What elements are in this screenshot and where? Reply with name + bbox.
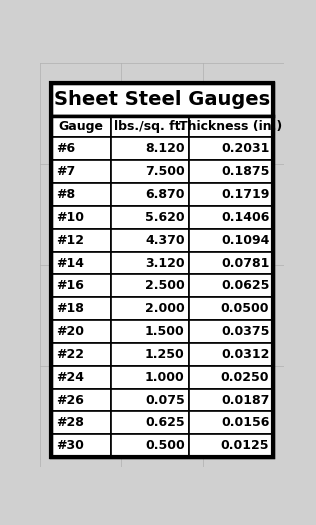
Bar bbox=[51, 366, 111, 388]
Bar bbox=[51, 434, 111, 457]
Text: 3.120: 3.120 bbox=[145, 257, 185, 269]
Bar bbox=[51, 117, 273, 457]
Text: #6: #6 bbox=[56, 142, 75, 155]
Bar bbox=[189, 160, 273, 183]
Text: 2.000: 2.000 bbox=[145, 302, 185, 315]
Text: 0.1719: 0.1719 bbox=[221, 188, 269, 201]
Text: #14: #14 bbox=[56, 257, 84, 269]
Bar bbox=[189, 343, 273, 366]
Bar bbox=[111, 206, 189, 229]
Bar bbox=[51, 251, 111, 275]
Text: 0.500: 0.500 bbox=[145, 439, 185, 452]
Bar bbox=[51, 320, 111, 343]
Bar bbox=[111, 229, 189, 251]
Bar bbox=[111, 138, 189, 160]
Bar bbox=[111, 160, 189, 183]
Text: 0.0312: 0.0312 bbox=[221, 348, 269, 361]
Bar bbox=[189, 388, 273, 412]
Text: #24: #24 bbox=[56, 371, 84, 384]
Text: 0.0125: 0.0125 bbox=[221, 439, 269, 452]
Text: Sheet Steel Gauges: Sheet Steel Gauges bbox=[54, 90, 270, 109]
Text: 0.075: 0.075 bbox=[145, 394, 185, 406]
Text: #20: #20 bbox=[56, 325, 84, 338]
Text: 7.500: 7.500 bbox=[145, 165, 185, 178]
Bar bbox=[111, 343, 189, 366]
Bar bbox=[111, 251, 189, 275]
Text: 1.500: 1.500 bbox=[145, 325, 185, 338]
Text: #26: #26 bbox=[56, 394, 84, 406]
Text: #12: #12 bbox=[56, 234, 84, 247]
Bar bbox=[111, 366, 189, 388]
Bar bbox=[51, 183, 111, 206]
Bar bbox=[51, 160, 111, 183]
Text: #16: #16 bbox=[56, 279, 84, 292]
Text: 0.0625: 0.0625 bbox=[221, 279, 269, 292]
Text: #30: #30 bbox=[56, 439, 84, 452]
Text: #18: #18 bbox=[56, 302, 84, 315]
Bar bbox=[51, 229, 111, 251]
Text: #7: #7 bbox=[56, 165, 75, 178]
Text: lbs./sq. ft.: lbs./sq. ft. bbox=[114, 120, 185, 133]
Bar bbox=[189, 297, 273, 320]
Bar bbox=[111, 434, 189, 457]
Bar bbox=[51, 297, 111, 320]
Text: #28: #28 bbox=[56, 416, 84, 429]
Bar bbox=[51, 343, 111, 366]
Bar bbox=[189, 229, 273, 251]
Text: Gauge: Gauge bbox=[58, 120, 103, 133]
Bar bbox=[111, 117, 189, 138]
Bar bbox=[189, 275, 273, 297]
Text: 1.250: 1.250 bbox=[145, 348, 185, 361]
Bar bbox=[51, 117, 111, 138]
Bar bbox=[51, 206, 111, 229]
Text: 0.2031: 0.2031 bbox=[221, 142, 269, 155]
Bar bbox=[189, 138, 273, 160]
Bar bbox=[51, 275, 111, 297]
Text: 0.0500: 0.0500 bbox=[221, 302, 269, 315]
Bar bbox=[51, 83, 273, 117]
Text: #22: #22 bbox=[56, 348, 84, 361]
Bar bbox=[189, 206, 273, 229]
Text: Thickness (in.): Thickness (in.) bbox=[179, 120, 283, 133]
Text: 0.625: 0.625 bbox=[145, 416, 185, 429]
Bar bbox=[51, 388, 111, 412]
Bar bbox=[189, 183, 273, 206]
Bar bbox=[111, 320, 189, 343]
Bar bbox=[189, 251, 273, 275]
Text: 0.0781: 0.0781 bbox=[221, 257, 269, 269]
Bar bbox=[111, 183, 189, 206]
Text: 0.1875: 0.1875 bbox=[221, 165, 269, 178]
Bar bbox=[189, 117, 273, 138]
Text: 5.620: 5.620 bbox=[145, 211, 185, 224]
Bar bbox=[189, 434, 273, 457]
Bar bbox=[111, 388, 189, 412]
Bar bbox=[189, 320, 273, 343]
Text: 8.120: 8.120 bbox=[145, 142, 185, 155]
Bar bbox=[189, 366, 273, 388]
Text: 0.0156: 0.0156 bbox=[221, 416, 269, 429]
Text: 0.1406: 0.1406 bbox=[221, 211, 269, 224]
Bar bbox=[111, 297, 189, 320]
Text: #10: #10 bbox=[56, 211, 84, 224]
Text: 0.0250: 0.0250 bbox=[221, 371, 269, 384]
Text: 1.000: 1.000 bbox=[145, 371, 185, 384]
Text: #8: #8 bbox=[56, 188, 75, 201]
Text: 0.1094: 0.1094 bbox=[221, 234, 269, 247]
Bar bbox=[51, 412, 111, 434]
Text: 0.0375: 0.0375 bbox=[221, 325, 269, 338]
Bar bbox=[111, 275, 189, 297]
Bar bbox=[189, 412, 273, 434]
Text: 0.0187: 0.0187 bbox=[221, 394, 269, 406]
Text: 2.500: 2.500 bbox=[145, 279, 185, 292]
Text: 4.370: 4.370 bbox=[145, 234, 185, 247]
Text: 6.870: 6.870 bbox=[145, 188, 185, 201]
Bar bbox=[111, 412, 189, 434]
Bar bbox=[51, 138, 111, 160]
